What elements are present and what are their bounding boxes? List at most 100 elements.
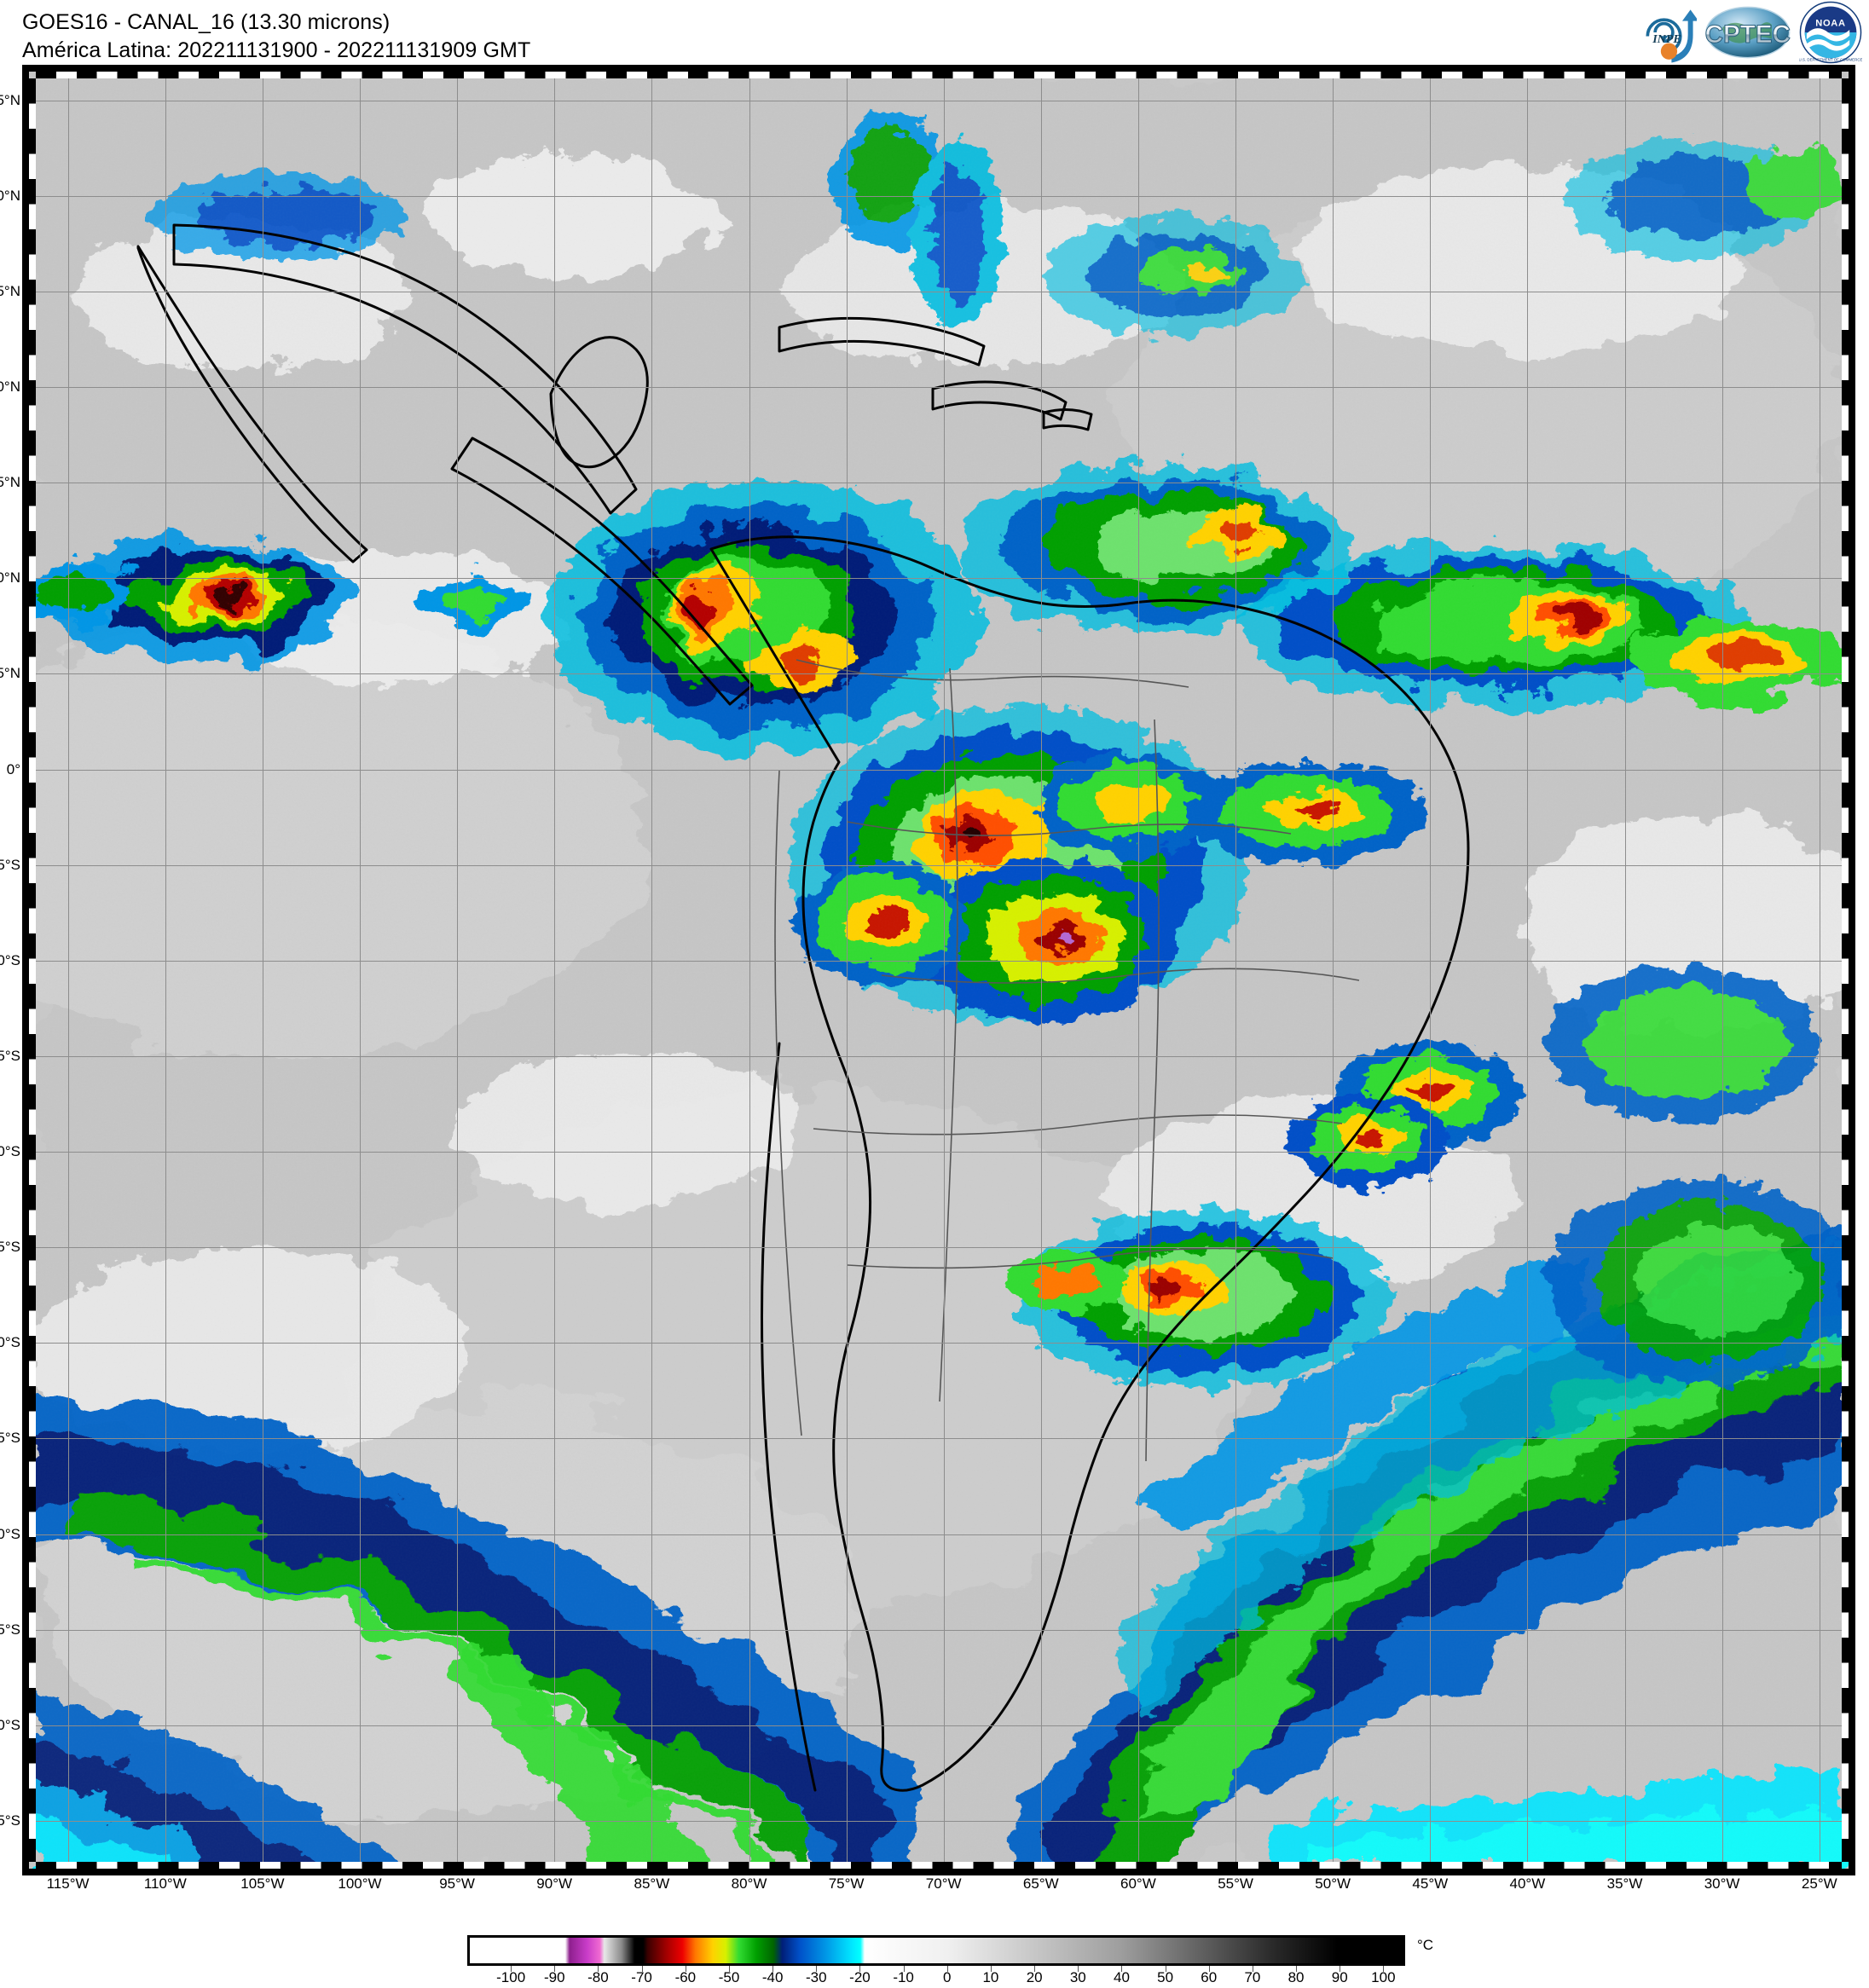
lon-tick-label-12: 55°W	[1218, 1875, 1253, 1892]
svg-text:U.S. DEPARTMENT OF COMMERCE: U.S. DEPARTMENT OF COMMERCE	[1799, 57, 1862, 61]
colorbar-tick-label-16: 60	[1201, 1969, 1218, 1985]
lon-tick-label-13: 50°W	[1315, 1875, 1351, 1892]
lat-tick-label-2: 25°N	[0, 282, 20, 299]
colorbar-tick-label-8: -20	[849, 1969, 871, 1985]
header: GOES16 - CANAL_16 (13.30 microns) Améric…	[0, 0, 1869, 66]
colorbar-tick-label-13: 30	[1069, 1969, 1086, 1985]
lon-tick-label-7: 80°W	[731, 1875, 767, 1892]
lat-tick-label-15: 40°S	[0, 1525, 20, 1542]
lat-tick-label-6: 5°N	[0, 665, 20, 682]
lon-tick-label-5: 90°W	[536, 1875, 573, 1892]
colorbar-tick-6	[772, 1966, 774, 1972]
colorbar-tick-label-1: -90	[544, 1969, 565, 1985]
country-borders	[774, 659, 1360, 1462]
colorbar-tick-label-7: -30	[806, 1969, 827, 1985]
colorbar-tick-label-3: -70	[631, 1969, 652, 1985]
lon-tick-label-1: 110°W	[143, 1875, 187, 1892]
lon-tick-label-11: 60°W	[1120, 1875, 1156, 1892]
colorbar-tick-label-15: 50	[1157, 1969, 1174, 1985]
colorbar-tick-13	[1078, 1966, 1079, 1972]
colorbar-tick-label-0: -100	[496, 1969, 526, 1985]
map-plot-area	[29, 72, 1849, 1869]
lat-tick-label-18: 55°S	[0, 1812, 20, 1829]
svg-text:INPE: INPE	[1652, 32, 1682, 46]
lon-tick-label-17: 30°W	[1704, 1875, 1740, 1892]
colorbar-tick-label-17: 70	[1244, 1969, 1261, 1985]
colorbar-tick-0	[511, 1966, 512, 1972]
lat-tick-label-17: 50°S	[0, 1716, 20, 1733]
colorbar-tick-label-5: -50	[718, 1969, 740, 1985]
colorbar-tick-1	[554, 1966, 556, 1972]
inpe-logo: INPE	[1646, 9, 1698, 63]
lat-tick-label-1: 30°N	[0, 187, 20, 204]
lon-tick-label-14: 45°W	[1412, 1875, 1449, 1892]
lat-tick-label-3: 20°N	[0, 379, 20, 395]
lat-tick-label-9: 10°S	[0, 951, 20, 968]
lat-tick-label-12: 25°S	[0, 1239, 20, 1256]
colorbar-gradient	[467, 1935, 1405, 1966]
frame-ticks-top	[36, 72, 1842, 78]
colorbar-ticks	[467, 1966, 1405, 1974]
lat-tick-label-11: 20°S	[0, 1143, 20, 1159]
lon-tick-label-4: 95°W	[439, 1875, 475, 1892]
colorbar-tick-16	[1208, 1966, 1210, 1972]
noaa-logo: NOAA U.S. DEPARTMENT OF COMMERCE	[1799, 1, 1862, 64]
colorbar-tick-label-19: 90	[1331, 1969, 1348, 1985]
svg-text:NOAA: NOAA	[1815, 19, 1846, 29]
logo-bar: INPE CPTEC	[1634, 0, 1862, 65]
satellite-image	[29, 72, 1849, 1869]
colorbar-tick-label-18: 80	[1287, 1969, 1305, 1985]
lon-tick-label-2: 105°W	[240, 1875, 285, 1892]
colorbar: -100 -90 -80 -70 -60 -50 -40 -30 -20 -10 0 10 20 30 40…	[0, 1928, 1869, 1985]
lat-tick-label-7: 0°	[6, 760, 20, 777]
lat-tick-label-14: 35°S	[0, 1430, 20, 1447]
colorbar-tick-label-20: 100	[1371, 1969, 1396, 1985]
lon-tick-label-6: 85°W	[634, 1875, 670, 1892]
colorbar-tick-5	[729, 1966, 730, 1972]
colorbar-tick-18	[1296, 1966, 1298, 1972]
cptec-logo: CPTEC	[1705, 6, 1791, 59]
colorbar-tick-9	[903, 1966, 905, 1972]
lat-tick-label-13: 30°S	[0, 1334, 20, 1351]
colorbar-tick-labels: -100 -90 -80 -70 -60 -50 -40 -30 -20 -10 0 10 20 30 40…	[467, 1969, 1405, 1988]
longitude-axis: 115°W 110°W 105°W 100°W 95°W 90°W 85°W 80°W 75°W…	[22, 1875, 1855, 1901]
colorbar-tick-label-12: 20	[1026, 1969, 1043, 1985]
lat-tick-label-16: 45°S	[0, 1621, 20, 1638]
colorbar-unit-label: °C	[1417, 1937, 1434, 1953]
lat-tick-label-0: 35°N	[0, 91, 20, 108]
colorbar-gradient-fill	[470, 1938, 1403, 1963]
lat-tick-label-10: 15°S	[0, 1047, 20, 1064]
lon-tick-label-3: 100°W	[338, 1875, 382, 1892]
colorbar-tick-label-11: 10	[982, 1969, 999, 1985]
satellite-map-figure	[22, 65, 1855, 1875]
lon-tick-label-9: 70°W	[925, 1875, 962, 1892]
colorbar-tick-14	[1121, 1966, 1123, 1972]
colorbar-tick-8	[859, 1966, 861, 1972]
lon-tick-label-8: 75°W	[828, 1875, 865, 1892]
svg-text:CPTEC: CPTEC	[1705, 20, 1791, 49]
lon-tick-label-10: 65°W	[1022, 1875, 1059, 1892]
lat-tick-label-5: 10°N	[0, 569, 20, 587]
colorbar-tick-label-10: 0	[943, 1969, 952, 1985]
colorbar-tick-7	[816, 1966, 818, 1972]
lat-tick-label-8: 5°S	[0, 856, 20, 873]
colorbar-tick-12	[1034, 1966, 1036, 1972]
colorbar-tick-2	[598, 1966, 599, 1972]
frame-ticks-right	[1842, 78, 1849, 1862]
lon-tick-label-0: 115°W	[46, 1875, 90, 1892]
colorbar-tick-11	[990, 1966, 992, 1972]
latitude-axis: 35°N 30°N 25°N 20°N 15°N 10°N 5°N 0° 5°S 10°S 15°S…	[0, 65, 22, 1875]
colorbar-tick-label-9: -10	[893, 1969, 914, 1985]
map-frame	[22, 65, 1855, 1875]
lon-tick-label-18: 25°W	[1801, 1875, 1837, 1892]
page-title: GOES16 - CANAL_16 (13.30 microns)	[22, 10, 391, 34]
colorbar-tick-20	[1383, 1966, 1385, 1972]
colorbar-tick-3	[641, 1966, 643, 1972]
colorbar-tick-label-2: -80	[587, 1969, 609, 1985]
frame-ticks-left	[29, 78, 36, 1862]
colorbar-tick-10	[946, 1966, 948, 1972]
title-block: GOES16 - CANAL_16 (13.30 microns) Améric…	[22, 9, 530, 64]
lon-tick-label-15: 40°W	[1509, 1875, 1546, 1892]
frame-ticks-bottom	[36, 1862, 1842, 1869]
coastlines	[136, 223, 1470, 1792]
